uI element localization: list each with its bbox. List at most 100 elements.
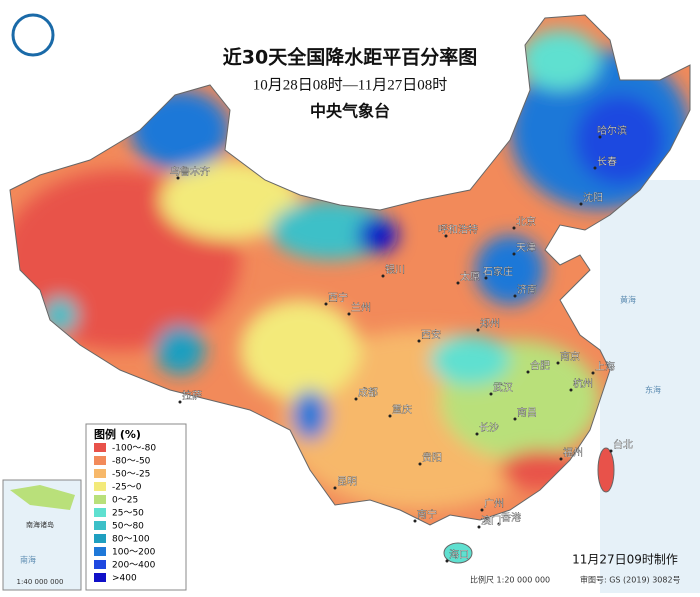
- city-label: 兰州: [351, 301, 371, 314]
- legend-label: 25～50: [112, 509, 144, 519]
- legend-label: 80～100: [112, 535, 150, 545]
- city-dot: [513, 417, 517, 421]
- city-label: 乌鲁木齐: [170, 165, 210, 178]
- legend-swatch: [94, 482, 106, 491]
- city-dot: [417, 339, 421, 343]
- inset: 南海诸岛 1:40 000 000: [2, 479, 82, 591]
- legend-swatch: [94, 495, 106, 504]
- hainan: [443, 542, 473, 564]
- city-label: 上海: [595, 360, 615, 373]
- city-dot: [333, 486, 337, 490]
- city-dot: [480, 508, 484, 512]
- city-dot: [569, 388, 573, 392]
- inset-land: [10, 485, 75, 510]
- legend-swatch: [94, 456, 106, 465]
- city-label: 济南: [517, 283, 537, 296]
- legend-swatch: [94, 560, 106, 569]
- legend-label: >400: [112, 574, 137, 584]
- legend-label: -100～-80: [112, 444, 156, 454]
- city-dot: [513, 294, 517, 298]
- city-dot: [476, 328, 480, 332]
- city-label: 合肥: [530, 359, 550, 372]
- legend: 图例 (%) -100～-80 -80～-50 -50～-25 -25～0 0～25 25…: [85, 423, 187, 591]
- city-dot: [512, 252, 516, 256]
- city-label: 贵阳: [422, 451, 442, 464]
- city-dot: [381, 274, 385, 278]
- legend-label: 0～25: [112, 496, 138, 506]
- city-label: 哈尔滨: [597, 124, 627, 137]
- agency: 中央气象台: [310, 102, 390, 121]
- city-dot: [489, 392, 493, 396]
- city-dot: [497, 522, 501, 526]
- city-label: 广州: [484, 498, 504, 510]
- city-dot: [559, 457, 563, 461]
- city-dot: [556, 361, 560, 365]
- city-label: 重庆: [392, 403, 412, 416]
- city-dot: [178, 400, 182, 404]
- city-dot: [477, 525, 481, 529]
- city-label: 天津: [516, 242, 536, 254]
- inset-scale: 1:40 000 000: [17, 578, 64, 586]
- city-label: 台北: [613, 438, 633, 451]
- sea-label: 南海: [20, 555, 36, 565]
- legend-swatch: [94, 443, 106, 452]
- city-dot: [598, 135, 602, 139]
- legend-label: -80～-50: [112, 457, 151, 467]
- legend-title: 图例 (%): [94, 427, 141, 441]
- legend-swatch: [94, 573, 106, 582]
- legend-label: -50～-25: [112, 470, 150, 480]
- city-dot: [593, 166, 597, 170]
- subtitle: 10月28日08时—11月27日08时: [253, 76, 447, 93]
- city-label: 长春: [597, 156, 617, 168]
- city-label: 南昌: [517, 406, 537, 419]
- legend-label: -25～0: [112, 483, 142, 493]
- city-label: 武汉: [493, 381, 513, 394]
- city-dot: [413, 519, 417, 523]
- footer-scale: 比例尺 1:20 000 000: [470, 575, 550, 585]
- legend-swatch: [94, 521, 106, 530]
- city-dot: [512, 226, 516, 230]
- city-dot: [484, 276, 488, 280]
- city-dot: [609, 449, 613, 453]
- city-dot: [445, 559, 449, 563]
- city-label: 太原: [460, 270, 480, 283]
- city-dot: [347, 312, 351, 316]
- logo: [11, 13, 55, 57]
- sea-label: 黄海: [620, 295, 636, 305]
- city-label: 海口: [449, 548, 469, 561]
- city-dot: [579, 202, 583, 206]
- legend-label: 100～200: [112, 548, 156, 558]
- legend-label: 200～400: [112, 561, 156, 571]
- sea-label: 东海: [645, 385, 661, 395]
- city-label: 昆明: [337, 476, 357, 488]
- city-dot: [444, 234, 448, 238]
- city-label: 杭州: [573, 377, 593, 390]
- city-dot: [456, 281, 460, 285]
- city-label: 南京: [560, 350, 580, 363]
- city-dot: [324, 302, 328, 306]
- city-dot: [526, 370, 530, 374]
- city-label: 石家庄: [483, 265, 513, 278]
- legend-label: 50～80: [112, 522, 144, 532]
- city-dot: [176, 176, 180, 180]
- border: [9, 14, 691, 526]
- legend-swatch: [94, 547, 106, 556]
- city-label: 沈阳: [583, 191, 603, 204]
- city-dot: [475, 432, 479, 436]
- city-label: 福州: [563, 446, 583, 459]
- city-dot: [388, 414, 392, 418]
- city-label: 南宁: [417, 508, 437, 521]
- sea: [600, 180, 700, 593]
- city-label: 郑州: [480, 317, 500, 330]
- footer-made: 11月27日09时制作: [572, 553, 678, 567]
- title: 近30天全国降水距平百分率图: [223, 46, 477, 69]
- footer-approval: 审图号: GS (2019) 3082号: [580, 575, 681, 585]
- city-label: 呼和浩特: [438, 224, 478, 236]
- city-label: 北京: [516, 215, 536, 228]
- city-label: 香港: [501, 512, 521, 524]
- inset-label: 南海诸岛: [26, 520, 54, 529]
- legend-swatch: [94, 508, 106, 517]
- city-label: 拉萨: [182, 389, 202, 402]
- city-dot: [354, 397, 358, 401]
- city-dot: [418, 462, 422, 466]
